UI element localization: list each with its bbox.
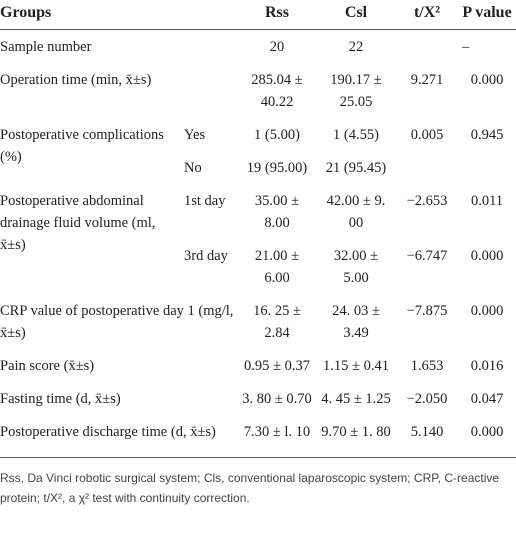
cell: 0.011: [470, 193, 504, 209]
table-row: 3rd day 21.00 ± 6.00 32.00 ± 5.00 −6.747 0.0…: [0, 239, 516, 294]
cell: 1 (4.55): [333, 127, 379, 143]
table-row: Postoperative abdominal drainage fluid v…: [0, 184, 516, 253]
cell: 0.000: [470, 303, 504, 319]
empty-cell: [458, 151, 516, 184]
cell: 9.70 ± 1. 80: [316, 415, 396, 458]
table-row: Operation time (min, x̄±s) 285.04 ± 40.22…: [0, 63, 516, 118]
cell: 190.17 ± 25.05: [330, 72, 382, 110]
header-cell: Csl: [316, 0, 396, 30]
cell: 9.271: [410, 72, 444, 88]
header-cell: Groups: [0, 0, 238, 30]
row-label: CRP value of postoperative day 1 (mg/l, …: [0, 303, 234, 341]
cell: 0.95 ± 0.37: [244, 358, 310, 374]
cell: −2.653: [406, 193, 448, 209]
empty-cell: [396, 30, 458, 64]
table-body: Sample number 20 22 – Operation time (min, x…: [0, 30, 516, 458]
cell: –: [462, 39, 470, 55]
cell: 35.00 ± 8.00: [254, 193, 300, 231]
cell: 21.00 ± 6.00: [254, 248, 300, 286]
cell: 21 (95.45): [325, 160, 387, 176]
cell: 0.005: [410, 127, 444, 143]
empty-cell: [396, 151, 458, 184]
cell: 32.00 ± 5.00: [333, 248, 379, 286]
table-row: Fasting time (d, x̄±s) 3. 80 ± 0.70 4. 45 …: [0, 382, 516, 415]
cell: 0.047: [470, 391, 504, 407]
cell: 7.30 ± l. 10: [238, 415, 316, 458]
table-row: Sample number 20 22 –: [0, 30, 516, 64]
table-row: CRP value of postoperative day 1 (mg/l, …: [0, 294, 516, 349]
table-row: Postoperative discharge time (d, x̄±s) 7.…: [0, 415, 516, 458]
cell: 20: [269, 39, 285, 55]
cell: 1 (5.00): [254, 127, 300, 143]
sub-label: Yes: [184, 127, 206, 143]
cell: 42.00 ± 9. 00: [326, 193, 386, 231]
header-cell: t/X²: [396, 0, 458, 30]
header-cell: P value: [458, 0, 516, 30]
cell: 5.140: [396, 415, 458, 458]
cell: 22: [348, 39, 364, 55]
row-label: Operation time (min, x̄±s): [0, 72, 152, 88]
cell: 1.653: [410, 358, 444, 374]
sub-label: 3rd day: [184, 248, 228, 264]
cell: 0.016: [470, 358, 504, 374]
cell: 0.000: [470, 72, 504, 88]
cell: 16. 25 ± 2.84: [253, 303, 301, 341]
cell: −2.050: [406, 391, 448, 407]
data-table: Groups Rss Csl t/X² P value Sample number 20 2…: [0, 0, 516, 458]
cell: −7.875: [406, 303, 448, 319]
cell: 0.000: [458, 415, 516, 458]
sub-label: 1st day: [184, 193, 226, 209]
cell: 285.04 ± 40.22: [251, 72, 303, 110]
row-label: Postoperative discharge time (d, x̄±s): [0, 415, 238, 458]
cell: 0.945: [470, 127, 504, 143]
footnote: Rss, Da Vinci robotic surgical system; C…: [0, 471, 500, 505]
row-label: Sample number: [0, 39, 92, 55]
header-row: Groups Rss Csl t/X² P value: [0, 0, 516, 30]
cell: 1.15 ± 0.41: [323, 358, 389, 374]
table-row: Postoperative complications (%) Yes 1 (5.0…: [0, 118, 516, 165]
cell: −6.747: [406, 248, 448, 264]
table-row: No 19 (95.00) 21 (95.45): [0, 151, 516, 184]
row-label: Postoperative complications (%): [0, 127, 164, 165]
row-label: Fasting time (d, x̄±s): [0, 391, 121, 407]
row-label: Pain score (x̄±s): [0, 358, 95, 374]
row-label: Postoperative abdominal drainage fluid v…: [0, 193, 156, 253]
table-row: Pain score (x̄±s) 0.95 ± 0.37 1.15 ± 0.41 1…: [0, 349, 516, 382]
header-cell: Rss: [238, 0, 316, 30]
cell: 4. 45 ± 1.25: [321, 391, 391, 407]
cell: 24. 03 ± 3.49: [332, 303, 380, 341]
cell: 0.000: [470, 248, 504, 264]
sub-label: No: [184, 160, 202, 176]
cell: 19 (95.00): [246, 160, 308, 176]
cell: 3. 80 ± 0.70: [242, 391, 312, 407]
